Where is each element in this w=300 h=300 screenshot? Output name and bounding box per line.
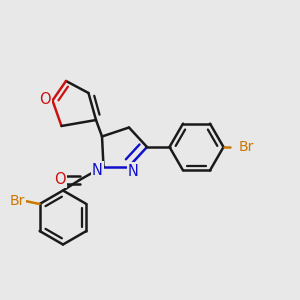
Text: Br: Br xyxy=(238,140,254,154)
Text: N: N xyxy=(92,163,103,178)
Text: N: N xyxy=(128,164,139,178)
Text: O: O xyxy=(39,92,51,107)
Text: Br: Br xyxy=(9,194,25,208)
Text: O: O xyxy=(54,172,66,187)
